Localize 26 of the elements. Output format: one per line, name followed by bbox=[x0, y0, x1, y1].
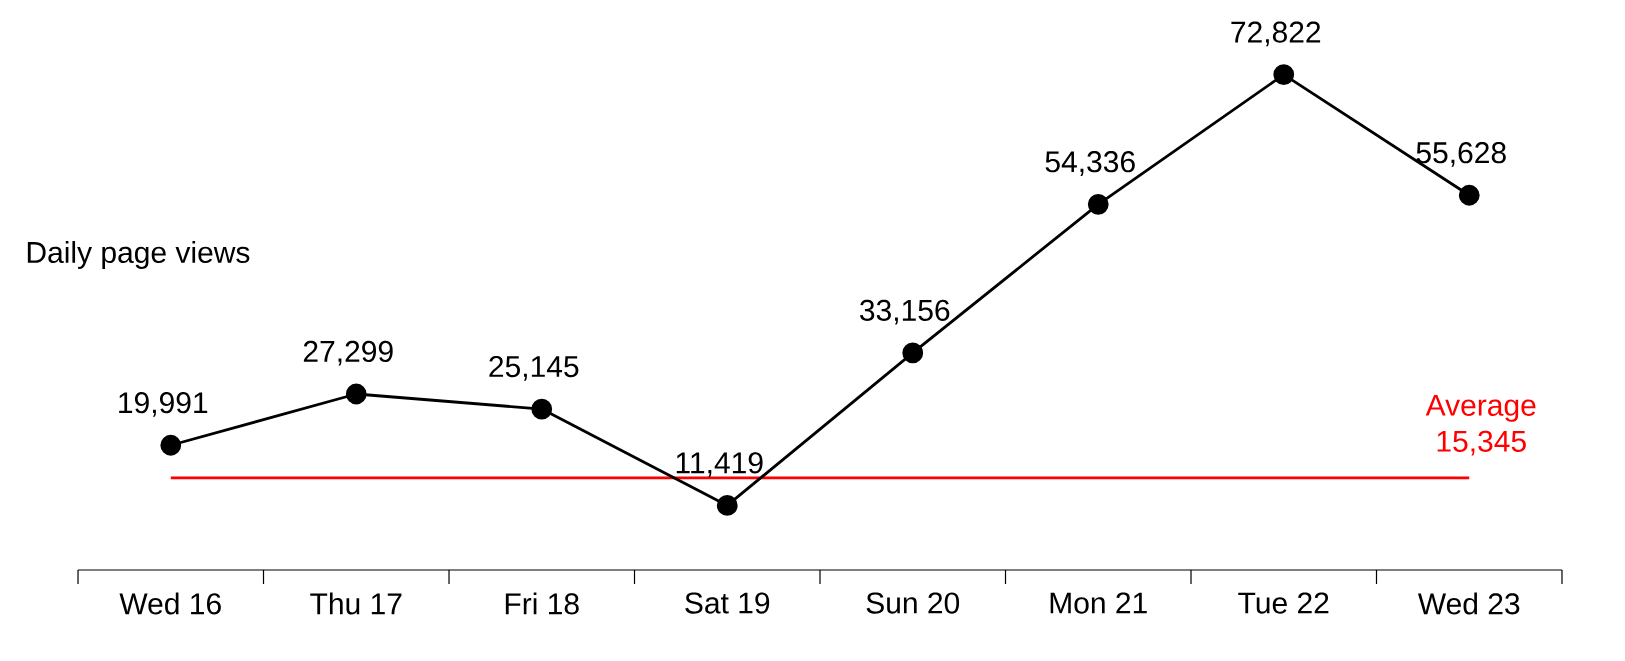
data-label: 72,822 bbox=[1231, 21, 1321, 47]
point bbox=[1273, 64, 1295, 86]
x-tick-label: Mon 21 bbox=[1050, 592, 1147, 614]
x-tick-label: Fri 18 bbox=[505, 592, 579, 615]
y-axis-title: Daily page views bbox=[27, 241, 250, 269]
point bbox=[902, 342, 924, 364]
data-label: 54,336 bbox=[1045, 151, 1135, 176]
point bbox=[160, 434, 182, 456]
data-label: 19,991 bbox=[119, 392, 208, 417]
data-label: 33,156 bbox=[860, 299, 950, 325]
ref-line-label: Average 15,345 bbox=[1425, 394, 1536, 456]
data-label: 11,419 bbox=[676, 452, 763, 477]
point bbox=[1087, 193, 1109, 215]
x-tick-label: Wed 23 bbox=[1417, 592, 1520, 615]
data-label: 25,145 bbox=[489, 355, 579, 381]
x-tick-label: Wed 16 bbox=[119, 592, 221, 615]
x-tick-label: Sat 19 bbox=[685, 592, 770, 614]
point bbox=[1458, 184, 1480, 206]
x-tick-label: Sun 20 bbox=[866, 592, 960, 614]
data-label: 55,628 bbox=[1416, 142, 1506, 167]
data-label: 27,299 bbox=[303, 340, 393, 366]
x-tick-label: Tue 22 bbox=[1238, 592, 1329, 614]
point bbox=[716, 494, 738, 516]
point bbox=[531, 398, 553, 420]
point bbox=[345, 383, 367, 405]
x-tick-label: Thu 17 bbox=[310, 592, 402, 615]
